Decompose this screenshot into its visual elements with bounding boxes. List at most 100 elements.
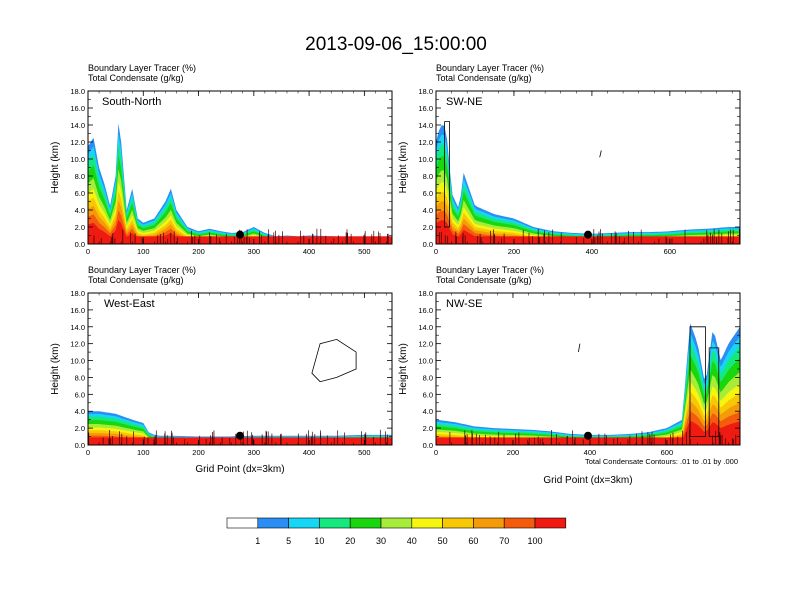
y-tick-label: 12.0 [418, 340, 433, 349]
panel-subtitle-line2: Total Condensate (g/kg) [88, 73, 184, 83]
y-tick-label: 10.0 [70, 155, 85, 164]
colorbar-box [319, 517, 351, 529]
y-tick-label: 0.0 [75, 441, 85, 450]
y-tick-label: 14.0 [70, 121, 85, 130]
panel-label: West-East [104, 298, 155, 310]
panel-label: SW-NE [446, 96, 482, 108]
panel-label: South-North [102, 96, 161, 108]
y-tick-label: 18.0 [70, 289, 85, 298]
figure-title: 2013-09-06_15:00:00 [305, 34, 487, 55]
y-tick-label: 6.0 [423, 390, 433, 399]
y-tick-label: 14.0 [418, 121, 433, 130]
y-tick-label: 16.0 [70, 104, 85, 113]
x-tick-label: 400 [303, 448, 316, 457]
y-tick-label: 4.0 [75, 206, 85, 215]
boundary-layer-band [436, 437, 740, 445]
x-tick-label: 600 [664, 247, 677, 256]
y-tick-label: 6.0 [75, 390, 85, 399]
colorbar-label: 70 [499, 536, 509, 546]
colorbar-box [380, 517, 413, 529]
x-tick-label: 0 [434, 448, 438, 457]
condensate-streaks [449, 429, 737, 445]
location-marker [584, 431, 592, 440]
y-tick-label: 8.0 [423, 373, 433, 382]
condensate-streaks [439, 228, 740, 244]
x-tick-label: 200 [192, 247, 205, 256]
panel-subtitle-line2: Total Condensate (g/kg) [436, 73, 532, 83]
y-tick-label: 14.0 [418, 323, 433, 332]
colorbar-label: 1 [255, 536, 260, 546]
colorbar-label: 30 [376, 536, 386, 546]
panel-subtitle-line1: Boundary Layer Tracer (%) [436, 63, 544, 73]
y-axis-title: Height (km) [398, 343, 409, 395]
y-tick-label: 12.0 [70, 138, 85, 147]
x-tick-label: 100 [137, 448, 150, 457]
plot-area: 0.0 2.0 4.0 6.0 8.0 10.0 12.0 14.0 16.0 18.0 0 200 4… [418, 87, 741, 256]
condensate-contour [708, 347, 720, 438]
y-tick-label: 12.0 [70, 340, 85, 349]
x-tick-label: 400 [303, 247, 316, 256]
tracer-field [88, 123, 392, 244]
location-marker [236, 230, 244, 239]
y-tick-label: 10.0 [418, 357, 433, 366]
y-tick-label: 8.0 [75, 172, 85, 181]
y-tick-label: 2.0 [75, 223, 85, 232]
panel-subtitle-line1: Boundary Layer Tracer (%) [436, 265, 544, 275]
y-tick-label: 10.0 [418, 155, 433, 164]
x-tick-label: 600 [661, 448, 674, 457]
tracer-level-70 [88, 210, 392, 244]
x-tick-label: 300 [248, 448, 261, 457]
colorbar-label: 5 [286, 536, 291, 546]
location-marker [584, 230, 592, 239]
panel-south-north: Boundary Layer Tracer (%) Total Condensa… [50, 63, 393, 256]
panel-label: NW-SE [446, 298, 482, 310]
panel-subtitle-line2: Total Condensate (g/kg) [88, 275, 184, 285]
y-tick-label: 16.0 [418, 306, 433, 315]
tracer-field [88, 338, 392, 445]
plot-area: 0.0 2.0 4.0 6.0 8.0 10.0 12.0 14.0 16.0 18.0 0 200 4… [418, 289, 741, 457]
x-tick-label: 400 [584, 448, 597, 457]
condensate-contour [578, 343, 581, 353]
y-tick-label: 2.0 [423, 424, 433, 433]
y-tick-label: 18.0 [70, 87, 85, 96]
colorbar-box [411, 517, 443, 529]
plot-area: 0.0 2.0 4.0 6.0 8.0 10.0 12.0 14.0 16.0 18.0 0 100 2… [70, 87, 393, 256]
y-tick-label: 10.0 [70, 357, 85, 366]
x-tick-label: 300 [248, 247, 261, 256]
x-tick-label: 200 [508, 247, 521, 256]
condensate-contour [444, 121, 451, 228]
y-tick-label: 0.0 [75, 240, 85, 249]
x-tick-label: 200 [192, 448, 205, 457]
y-tick-label: 16.0 [70, 306, 85, 315]
x-tick-label: 100 [137, 247, 150, 256]
y-tick-label: 6.0 [75, 189, 85, 198]
panel-subtitle-line2: Total Condensate (g/kg) [436, 275, 532, 285]
y-tick-label: 2.0 [423, 223, 433, 232]
colorbar-box [473, 517, 505, 529]
boundary-layer-band [88, 437, 392, 445]
y-tick-label: 14.0 [70, 323, 85, 332]
x-tick-label: 0 [86, 247, 90, 256]
x-tick-label: 500 [358, 448, 371, 457]
panel-west-east: Boundary Layer Tracer (%) Total Condensa… [50, 265, 393, 475]
location-marker [236, 431, 244, 440]
y-tick-label: 8.0 [423, 172, 433, 181]
colorbar-box [288, 517, 320, 529]
y-tick-label: 4.0 [423, 407, 433, 416]
colorbar-box [226, 517, 259, 529]
colorbar-label: 10 [314, 536, 324, 546]
plot-area: 0.0 2.0 4.0 6.0 8.0 10.0 12.0 14.0 16.0 18.0 0 100 2… [70, 289, 393, 457]
y-tick-label: 8.0 [75, 373, 85, 382]
y-tick-label: 4.0 [75, 407, 85, 416]
colorbar-box [503, 517, 536, 529]
colorbar-label: 40 [407, 536, 417, 546]
condensate-contour [689, 326, 706, 438]
x-tick-label: 0 [434, 247, 438, 256]
condensate-streaks [88, 429, 388, 445]
y-tick-label: 0.0 [423, 240, 433, 249]
contour-note: Total Condensate Contours: .01 to .01 by… [585, 457, 738, 466]
colorbar-label: 60 [468, 536, 478, 546]
y-axis-title: Height (km) [50, 142, 61, 194]
y-axis-title: Height (km) [50, 343, 61, 395]
